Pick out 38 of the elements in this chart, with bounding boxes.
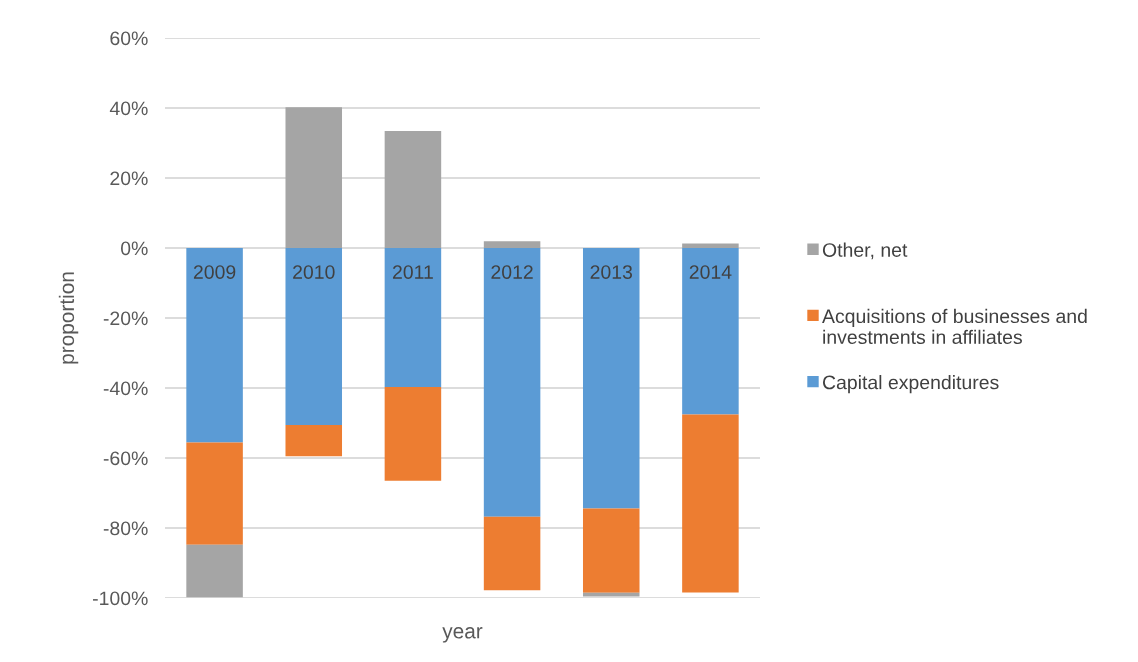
bar	[483, 248, 541, 517]
y-tick-label: 20%	[110, 171, 148, 186]
legend-label: Acquisitions of businesses and investments in affiliates	[822, 308, 1087, 345]
y-tick-label: -40%	[103, 381, 148, 396]
x-tick-label: 2014	[689, 265, 732, 279]
x-tick-label: 2012	[491, 265, 533, 279]
bar	[384, 131, 442, 248]
bar	[186, 442, 243, 545]
bar	[582, 508, 640, 593]
y-tick-label: -80%	[103, 521, 148, 536]
bar	[384, 386, 442, 481]
legend-label: Other, net	[822, 242, 908, 260]
bar	[285, 248, 343, 426]
bar	[186, 248, 243, 443]
y-tick-label: 40%	[109, 101, 148, 116]
x-tick-label: 2009	[193, 265, 236, 279]
bar	[682, 414, 739, 593]
bar	[682, 248, 739, 415]
x-tick-label: 2011	[392, 265, 433, 279]
y-tick-label: -20%	[103, 311, 148, 326]
bar	[285, 425, 343, 457]
bar	[582, 592, 640, 597]
x-tick-label: 2013	[590, 265, 633, 279]
bar	[186, 544, 243, 598]
y-tick-label: -60%	[103, 451, 148, 466]
bar	[483, 516, 541, 591]
x-axis-title: year	[442, 627, 483, 643]
legend-label: Capital expenditures	[822, 375, 999, 394]
y-axis-title: proportion	[58, 272, 79, 364]
y-tick-label: -100%	[92, 591, 148, 606]
y-tick-label: 0%	[120, 241, 148, 256]
x-tick-label: 2010	[293, 265, 335, 279]
y-tick-label: 60%	[110, 31, 148, 46]
bar	[483, 241, 541, 248]
bar	[582, 248, 640, 509]
bar	[285, 107, 343, 248]
bar	[384, 248, 442, 387]
bar	[682, 243, 739, 248]
